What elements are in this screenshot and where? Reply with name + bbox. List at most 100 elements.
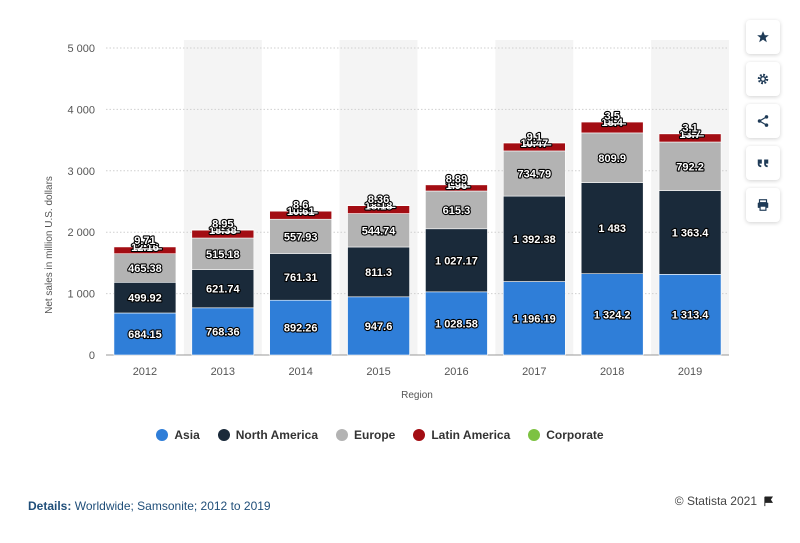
data-label: 1 196.19	[513, 313, 556, 325]
data-label: 557.93	[284, 231, 318, 243]
print-button[interactable]	[746, 188, 780, 222]
data-label: 544.74	[362, 225, 397, 237]
data-label: 761.31	[284, 272, 318, 284]
data-label: 1̶̶̶.̶9̶6̶	[446, 180, 471, 192]
legend-marker	[336, 429, 348, 441]
x-tick-label: 2015	[366, 366, 390, 378]
data-label: 768.36	[206, 326, 240, 338]
data-label: 1 363.4	[672, 228, 710, 240]
y-tick-label: 2 000	[67, 227, 95, 239]
data-label: 8.95	[212, 219, 233, 231]
legend-label: Asia	[174, 428, 200, 442]
bar-segment[interactable]	[269, 299, 332, 356]
y-axis: 0 1 000 2 000 3 000 4 000 5 000	[67, 43, 95, 362]
bar-segment[interactable]	[347, 213, 410, 248]
data-label: 1 392.38	[513, 234, 556, 246]
x-axis: 2012 2013 2014 2015 2016 2017 2018 2019	[133, 366, 703, 378]
data-label: 1 028.58	[435, 318, 478, 330]
data-label: 1̶̶3̶.̶7̶	[679, 129, 704, 141]
data-label: 1̶̶2̶.̶1̶6̶	[131, 242, 163, 254]
legend-label: Europe	[354, 428, 396, 442]
legend-item-latin-america[interactable]: Latin America	[413, 428, 510, 442]
legend-marker	[413, 429, 426, 441]
data-label: 1 027.17	[435, 255, 478, 267]
legend-label: North America	[235, 428, 318, 442]
y-tick-label: 3 000	[67, 166, 95, 178]
legend-item-europe[interactable]: Europe	[336, 428, 395, 442]
share-button[interactable]	[746, 104, 780, 138]
y-axis-title: Net sales in million U.S. dollars	[44, 176, 55, 314]
data-label: 3.1	[682, 123, 697, 135]
bar-segment[interactable]	[580, 273, 644, 356]
data-label: 621.74	[206, 284, 241, 296]
data-label: 515.18	[206, 249, 240, 261]
x-axis-title: Region	[401, 390, 433, 401]
print-icon	[757, 199, 769, 211]
data-label: 8.36	[368, 194, 389, 206]
bar-segment[interactable]	[269, 253, 332, 301]
y-tick-label: 0	[89, 350, 95, 362]
y-tick-label: 1 000	[67, 289, 95, 301]
data-label: 792.2	[676, 161, 704, 173]
data-label: 615.3	[443, 205, 471, 217]
legend-marker	[528, 429, 541, 441]
bar-segment[interactable]	[580, 182, 644, 274]
x-tick-label: 2019	[678, 366, 702, 378]
bar-segment[interactable]	[425, 183, 488, 186]
x-tick-label: 2016	[444, 366, 468, 378]
bar-segment[interactable]	[658, 190, 722, 275]
bars: 684.15 499.92 465.38 1̶̶2̶.̶1̶6̶9.71 768.36 6…	[113, 110, 722, 356]
bar-segment[interactable]	[425, 228, 488, 293]
legend-item-asia[interactable]: Asia	[156, 428, 200, 442]
data-label: 809.9	[598, 153, 626, 165]
data-label: 8.6	[293, 200, 308, 212]
statista-credit[interactable]: © Statista 2021	[675, 494, 774, 508]
bar-segment[interactable]	[503, 150, 566, 197]
data-label: 3.5	[605, 111, 620, 123]
bar-segment[interactable]	[503, 142, 566, 144]
bar-segment[interactable]	[347, 204, 410, 206]
bar-segment[interactable]	[113, 245, 177, 248]
x-tick-label: 2018	[600, 366, 624, 378]
cite-button[interactable]	[746, 146, 780, 180]
settings-button[interactable]	[746, 62, 780, 96]
bar-segment[interactable]	[503, 195, 566, 282]
x-tick-label: 2012	[133, 366, 157, 378]
data-label: 1̶̶8̶.̶1̶8̶	[365, 201, 397, 213]
details-text[interactable]: Worldwide; Samsonite; 2012 to 2019	[74, 499, 271, 513]
legend: Asia North America Europe Latin America …	[0, 428, 760, 442]
data-label: 9.1	[527, 131, 542, 143]
data-label: 499.92	[128, 293, 162, 305]
bar-segment[interactable]	[191, 237, 255, 270]
x-tick-label: 2013	[211, 366, 235, 378]
data-label: 811.3	[365, 267, 392, 279]
bar-segment[interactable]	[191, 229, 255, 231]
legend-label: Corporate	[546, 428, 604, 442]
data-label: 1̶̶8̶.̶4̶	[601, 117, 626, 129]
data-label: 1 324.2	[594, 309, 631, 321]
data-label: 892.26	[284, 323, 318, 335]
data-label: 8.89	[446, 173, 467, 185]
data-label: 9.71	[134, 235, 155, 247]
legend-item-corporate[interactable]: Corporate	[528, 428, 604, 442]
data-label: 1 483	[598, 223, 626, 235]
bar-segment[interactable]	[425, 291, 488, 356]
data-label: 1̶̶0̶.̶4̶7̶	[521, 138, 553, 150]
legend-label: Latin America	[431, 428, 511, 442]
bar-segment[interactable]	[191, 307, 255, 356]
favorite-button[interactable]	[746, 20, 780, 54]
flag-icon	[764, 495, 774, 506]
data-label: 1̶̶8̶.̶3̶8̶	[209, 225, 241, 237]
legend-item-north-america[interactable]: North America	[217, 428, 318, 442]
legend-marker	[156, 429, 169, 441]
x-tick-label: 2017	[522, 366, 546, 378]
data-label: 1 313.4	[672, 310, 710, 322]
bar-segment[interactable]	[191, 269, 255, 309]
bar-segment[interactable]	[269, 210, 332, 212]
share-icon	[757, 115, 769, 127]
bar-segment[interactable]	[503, 281, 566, 356]
bar-segment[interactable]	[580, 132, 644, 183]
y-tick-label: 5 000	[67, 43, 95, 55]
data-label: 1̶̶0̶.̶6̶1̶	[287, 206, 319, 218]
